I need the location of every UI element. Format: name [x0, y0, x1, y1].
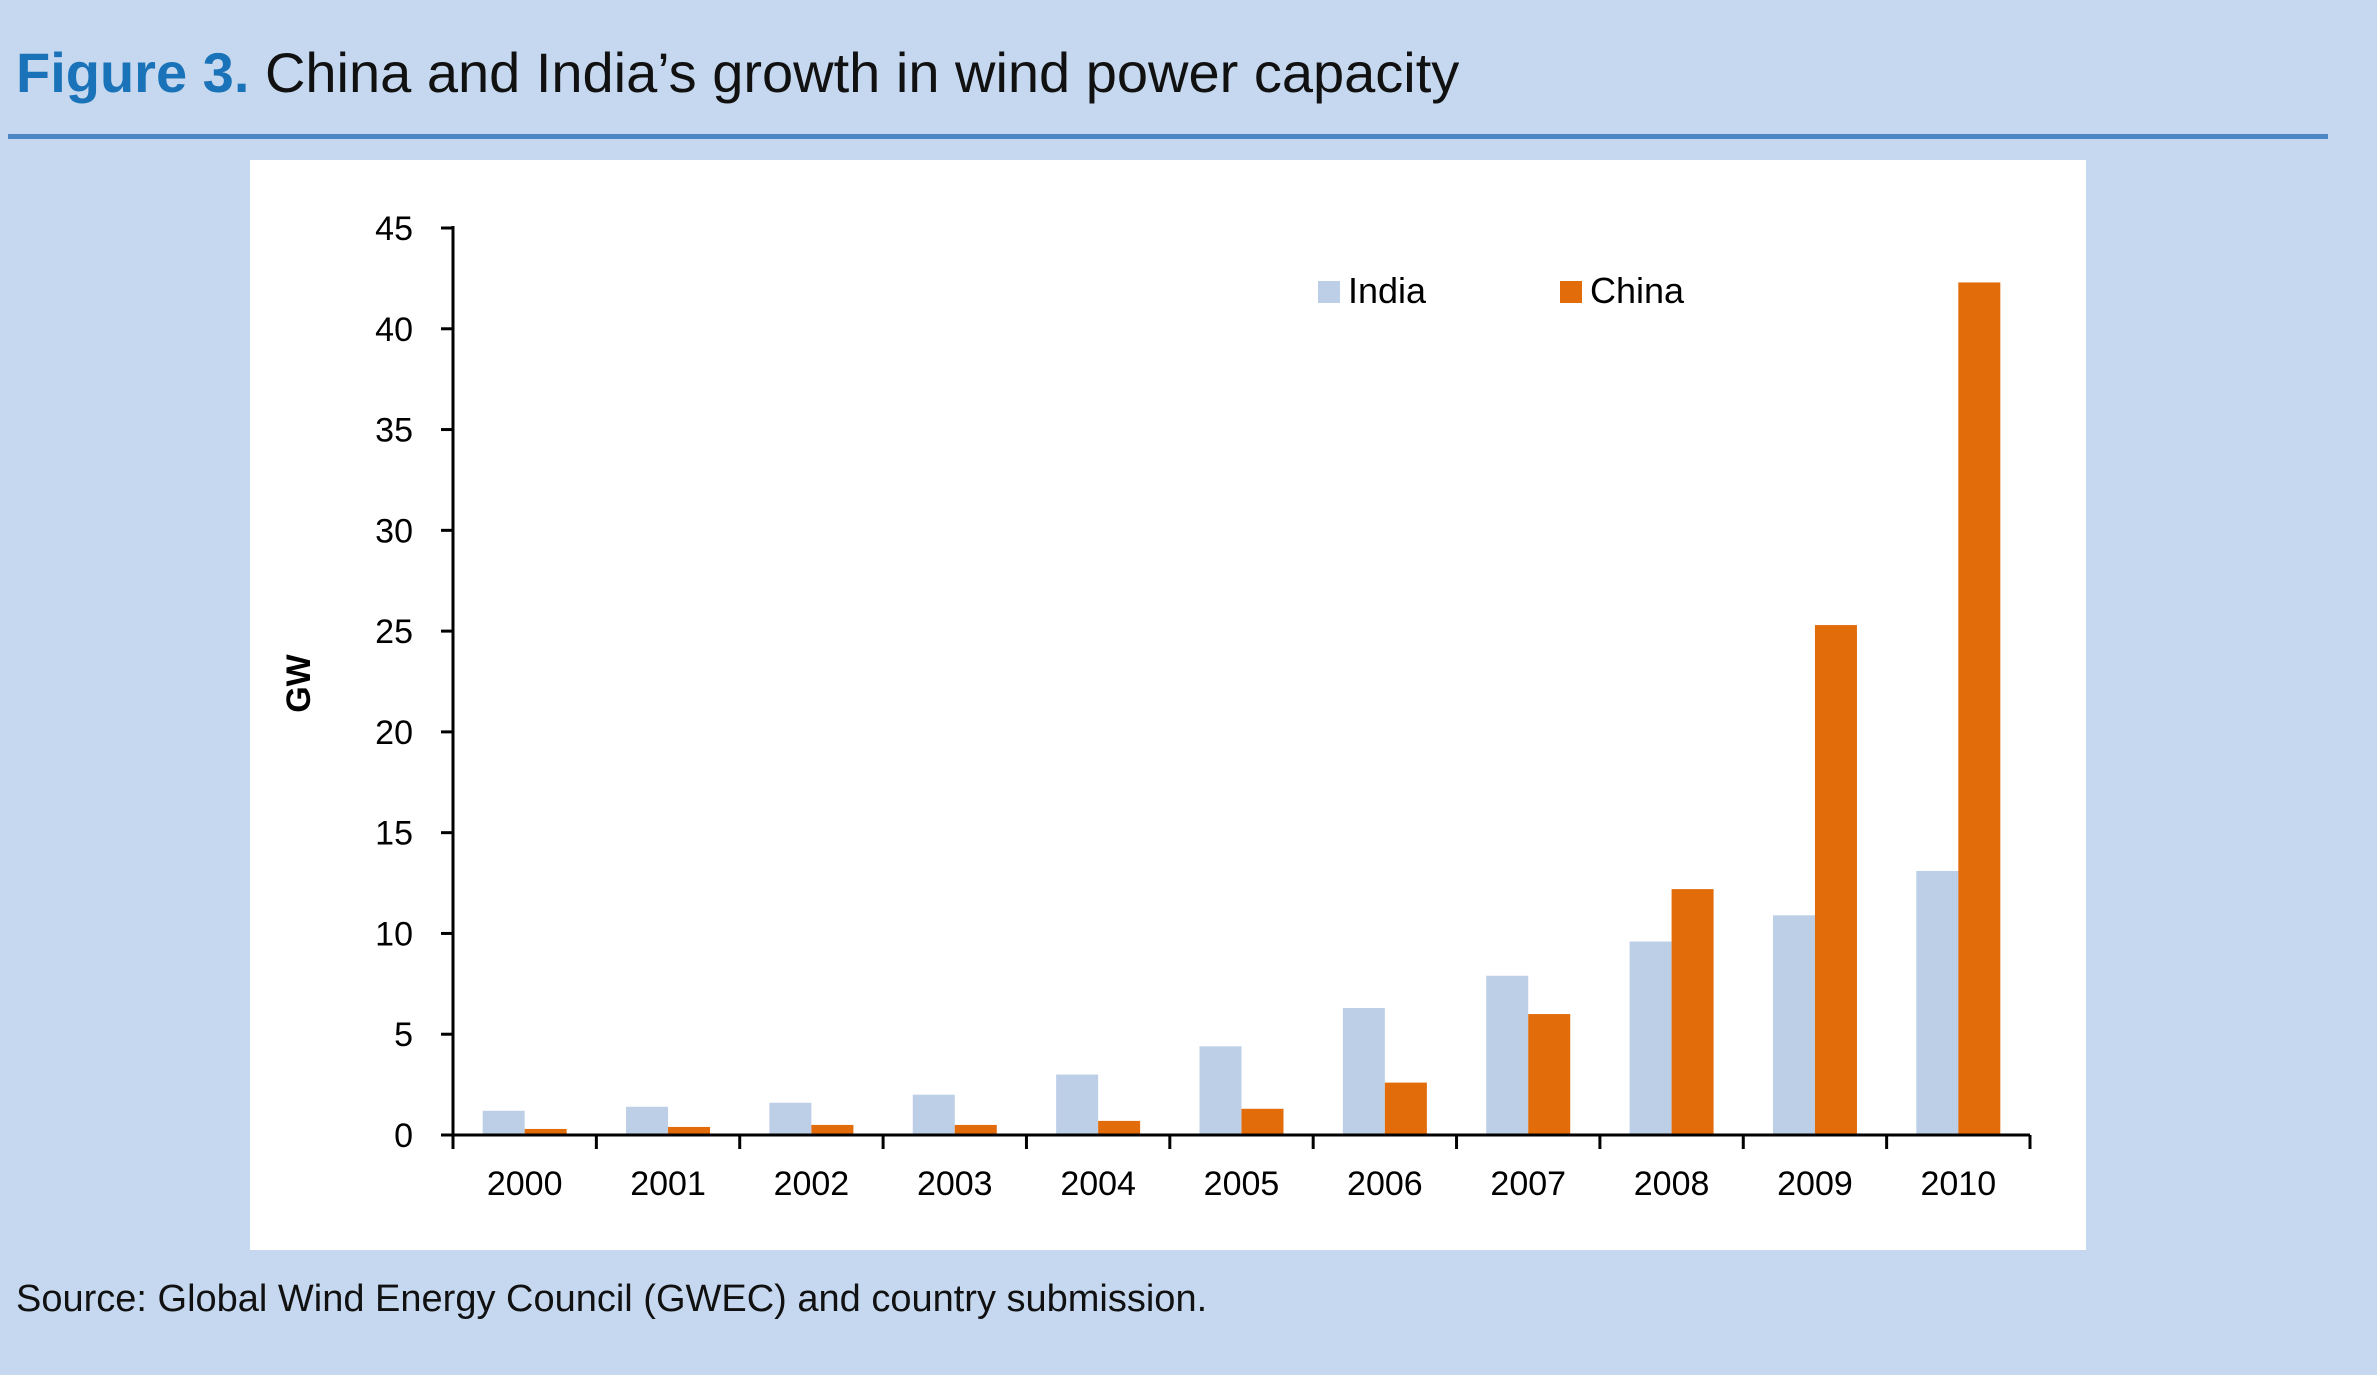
- y-tick-label-25: 25: [375, 613, 413, 651]
- x-tick-label-2004: 2004: [1060, 1165, 1136, 1203]
- bar-china-2003: [954, 1124, 997, 1135]
- bar-china-2007: [1528, 1014, 1571, 1135]
- bar-chart: 0 5 10 15 20 25 30 35 40 45 2000 2001 2002 2003 2004 20…: [280, 210, 2032, 1203]
- figure-title: Figure 3. China and India’s growth in wi…: [16, 40, 1459, 105]
- bar-india-2005: [1199, 1046, 1242, 1135]
- x-tick-label-2009: 2009: [1777, 1165, 1853, 1203]
- bar-india-2000: [482, 1110, 525, 1135]
- y-tick-label-40: 40: [375, 311, 413, 349]
- bar-china-2001: [668, 1126, 711, 1135]
- x-tick-label-2008: 2008: [1634, 1165, 1710, 1203]
- y-tick-label-20: 20: [375, 714, 413, 752]
- y-tick-label-5: 5: [394, 1016, 413, 1054]
- source-note: Source: Global Wind Energy Council (GWEC…: [16, 1278, 1208, 1320]
- bar-china-2005: [1241, 1108, 1284, 1135]
- bar-india-2006: [1342, 1008, 1385, 1135]
- bar-india-2008: [1629, 941, 1672, 1135]
- x-tick-label-2006: 2006: [1347, 1165, 1423, 1203]
- chart-legend: India China: [1318, 270, 1685, 311]
- bar-india-2003: [912, 1094, 955, 1135]
- x-tick-label-2003: 2003: [917, 1165, 993, 1203]
- x-tick-label-2007: 2007: [1490, 1165, 1566, 1203]
- y-tick-label-10: 10: [375, 915, 413, 953]
- bar-india-2009: [1772, 915, 1815, 1135]
- y-tick-label-15: 15: [375, 815, 413, 853]
- x-tick-label-2002: 2002: [774, 1165, 850, 1203]
- bar-india-2004: [1056, 1074, 1099, 1135]
- y-tick-label-45: 45: [375, 210, 413, 248]
- y-tick-label-30: 30: [375, 512, 413, 550]
- figure-label: Figure 3.: [16, 41, 250, 104]
- bar-china-2002: [811, 1124, 854, 1135]
- y-axis-title: GW: [280, 653, 318, 712]
- bar-china-2008: [1671, 889, 1714, 1135]
- x-tick-label-2000: 2000: [487, 1165, 563, 1203]
- figure-title-text: China and India’s growth in wind power c…: [264, 41, 1460, 104]
- chart-panel: 0 5 10 15 20 25 30 35 40 45 2000 2001 2002 2003 2004 20…: [250, 160, 2086, 1250]
- bar-china-2006: [1384, 1082, 1427, 1135]
- bar-india-2007: [1486, 975, 1529, 1135]
- bar-india-2001: [626, 1106, 669, 1135]
- title-divider: [8, 134, 2328, 139]
- bar-china-2000: [524, 1128, 567, 1135]
- bar-india-2002: [769, 1102, 812, 1135]
- x-tick-label-2001: 2001: [630, 1165, 706, 1203]
- bars-layer: [482, 282, 2001, 1135]
- y-tick-label-0: 0: [394, 1117, 413, 1155]
- bar-china-2009: [1814, 625, 1857, 1135]
- y-tick-label-35: 35: [375, 412, 413, 450]
- legend-swatch-china: [1560, 281, 1582, 303]
- bar-china-2004: [1098, 1120, 1141, 1135]
- bar-china-2010: [1958, 282, 2001, 1135]
- x-tick-label-2005: 2005: [1204, 1165, 1280, 1203]
- legend-label-india: India: [1348, 270, 1427, 311]
- x-tick-label-2010: 2010: [1920, 1165, 1996, 1203]
- legend-label-china: China: [1590, 270, 1685, 311]
- legend-swatch-india: [1318, 281, 1340, 303]
- axes-layer: 0 5 10 15 20 25 30 35 40 45 2000 2001 2002 2003 2004 20…: [280, 210, 2032, 1203]
- bar-india-2010: [1916, 870, 1959, 1135]
